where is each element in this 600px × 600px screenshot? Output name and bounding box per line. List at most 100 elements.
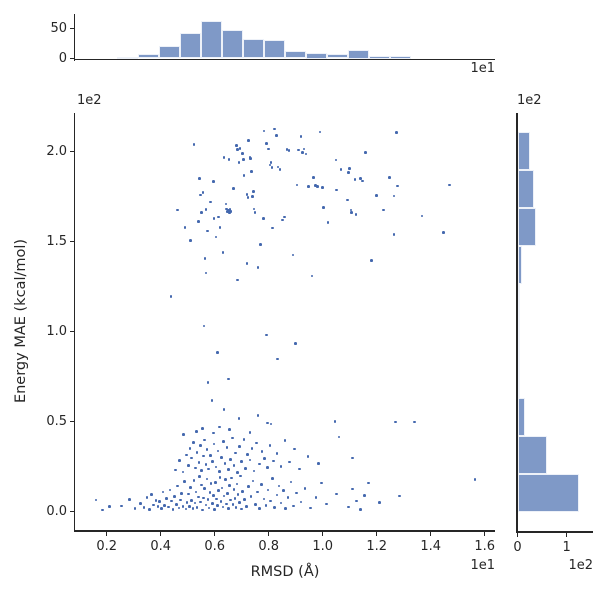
x-tick (268, 531, 270, 536)
scatter-point (214, 481, 217, 484)
top-histogram-bar (117, 56, 139, 59)
scatter-point (190, 499, 194, 502)
scatter-point (186, 463, 190, 467)
scatter-point (297, 148, 300, 152)
scatter-point (204, 271, 208, 275)
scatter-point (333, 419, 337, 423)
scatter-point (180, 491, 184, 495)
scatter-point (108, 504, 111, 508)
right-hist-x-tick-label: 0 (513, 540, 522, 555)
scatter-point (262, 216, 265, 220)
y-tick-label: 0.5 (46, 414, 67, 430)
scatter-point (235, 482, 239, 486)
scatter-point (325, 502, 329, 506)
scatter-point (420, 214, 424, 218)
scatter-point (201, 508, 204, 512)
scatter-point (234, 451, 238, 455)
scatter-point (204, 207, 208, 211)
y-tick (69, 421, 74, 423)
scatter-point (187, 492, 190, 496)
scatter-point (173, 495, 177, 498)
scatter-point (218, 225, 222, 229)
scatter-point (229, 498, 232, 502)
top-histogram-bar (201, 21, 223, 59)
scatter-point (101, 508, 104, 512)
scatter-point (279, 464, 283, 468)
scatter-point (302, 147, 306, 151)
scatter-point (335, 188, 339, 192)
scatter-point (225, 502, 228, 506)
scatter-point (238, 445, 241, 448)
scatter-point (242, 157, 245, 161)
scatter-point (202, 454, 205, 458)
scatter-point (181, 470, 185, 474)
scatter-point (348, 166, 351, 170)
scatter-point (283, 215, 286, 219)
scatter-point (264, 504, 268, 507)
scatter-point (229, 210, 233, 213)
scatter-point (192, 143, 196, 146)
right-histogram-y-offset-text: 1e2 (517, 93, 542, 108)
scatter-point (255, 441, 258, 445)
scatter-point (233, 497, 237, 500)
scatter-point (205, 477, 209, 481)
right-histogram-bar (517, 321, 520, 360)
scatter-point (321, 206, 325, 209)
scatter-point (381, 208, 385, 212)
scatter-point (267, 147, 270, 151)
scatter-point (247, 139, 251, 142)
scatter-point (171, 508, 175, 511)
scatter-point (225, 445, 229, 449)
scatter-point (398, 494, 401, 498)
scatter-point (226, 377, 230, 381)
scatter-point (294, 342, 297, 345)
scatter-point (202, 496, 205, 500)
y-tick-label: 2.0 (46, 144, 67, 160)
scatter-point (216, 449, 220, 453)
scatter-point (243, 498, 246, 502)
scatter-point (345, 198, 349, 202)
x-tick-label: 0.2 (96, 539, 118, 554)
scatter-point (218, 476, 222, 479)
scatter-point (220, 455, 223, 459)
top-histogram-bar (389, 55, 411, 59)
scatter-point (195, 450, 199, 454)
scatter-point (259, 243, 262, 246)
scatter-point (198, 475, 201, 478)
scatter-point (361, 179, 364, 183)
scatter-point (293, 447, 296, 451)
scatter-point (177, 506, 181, 510)
scatter-point (253, 211, 257, 214)
top-histogram-bar (159, 45, 181, 59)
scatter-point (395, 131, 398, 134)
scatter-point (238, 146, 242, 150)
scatter-point (317, 461, 320, 465)
top-hist-y-tick-label: 0 (58, 51, 67, 66)
right-hist-x-tick (566, 532, 568, 537)
scatter-point (307, 184, 310, 188)
scatter-point (188, 505, 191, 509)
scatter-point (199, 500, 202, 504)
scatter-point (246, 452, 249, 456)
scatter-point (241, 490, 244, 493)
scatter-point (179, 498, 182, 502)
scatter-point (278, 168, 282, 171)
scatter-point (244, 467, 248, 470)
scatter-point (392, 233, 396, 236)
scatter-point (271, 226, 275, 230)
scatter-point (230, 436, 234, 440)
scatter-point (222, 494, 226, 498)
scatter-point (237, 416, 241, 420)
scatter-point (174, 468, 177, 472)
scatter-point (191, 507, 195, 510)
scatter-point (320, 481, 323, 485)
scatter-point (163, 504, 167, 507)
y-axis-label: Energy MAE (kcal/mol) (13, 238, 29, 404)
right-hist-bottom-spine (517, 531, 593, 533)
scatter-point (306, 455, 310, 458)
scatter-point (230, 476, 234, 480)
scatter-point (194, 490, 198, 494)
scatter-point (94, 498, 98, 502)
main-y-axis-offset-text: 1e2 (77, 93, 102, 108)
